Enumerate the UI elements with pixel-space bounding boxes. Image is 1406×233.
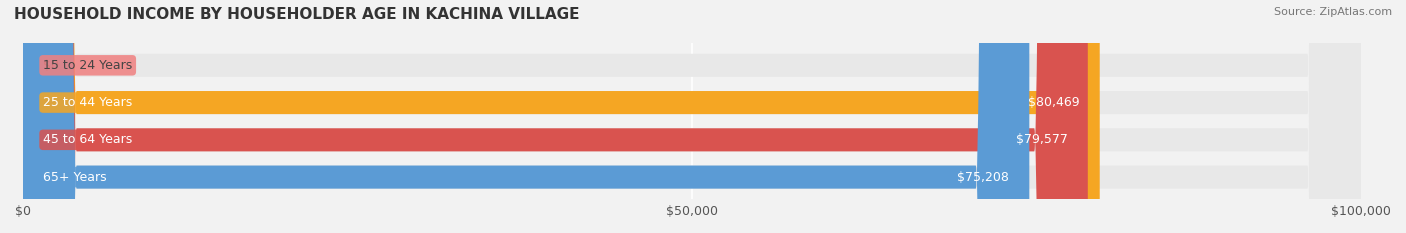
Text: 45 to 64 Years: 45 to 64 Years (44, 133, 132, 146)
Text: $79,577: $79,577 (1017, 133, 1067, 146)
FancyBboxPatch shape (22, 0, 1361, 233)
Text: 25 to 44 Years: 25 to 44 Years (44, 96, 132, 109)
FancyBboxPatch shape (22, 0, 1361, 233)
Text: 15 to 24 Years: 15 to 24 Years (44, 59, 132, 72)
Text: $0: $0 (44, 59, 59, 72)
FancyBboxPatch shape (22, 0, 1361, 233)
Text: $75,208: $75,208 (957, 171, 1010, 184)
Text: 65+ Years: 65+ Years (44, 171, 107, 184)
FancyBboxPatch shape (22, 0, 1088, 233)
Text: HOUSEHOLD INCOME BY HOUSEHOLDER AGE IN KACHINA VILLAGE: HOUSEHOLD INCOME BY HOUSEHOLDER AGE IN K… (14, 7, 579, 22)
Text: Source: ZipAtlas.com: Source: ZipAtlas.com (1274, 7, 1392, 17)
Text: $80,469: $80,469 (1028, 96, 1080, 109)
FancyBboxPatch shape (22, 0, 1099, 233)
FancyBboxPatch shape (22, 0, 1361, 233)
FancyBboxPatch shape (22, 0, 1029, 233)
